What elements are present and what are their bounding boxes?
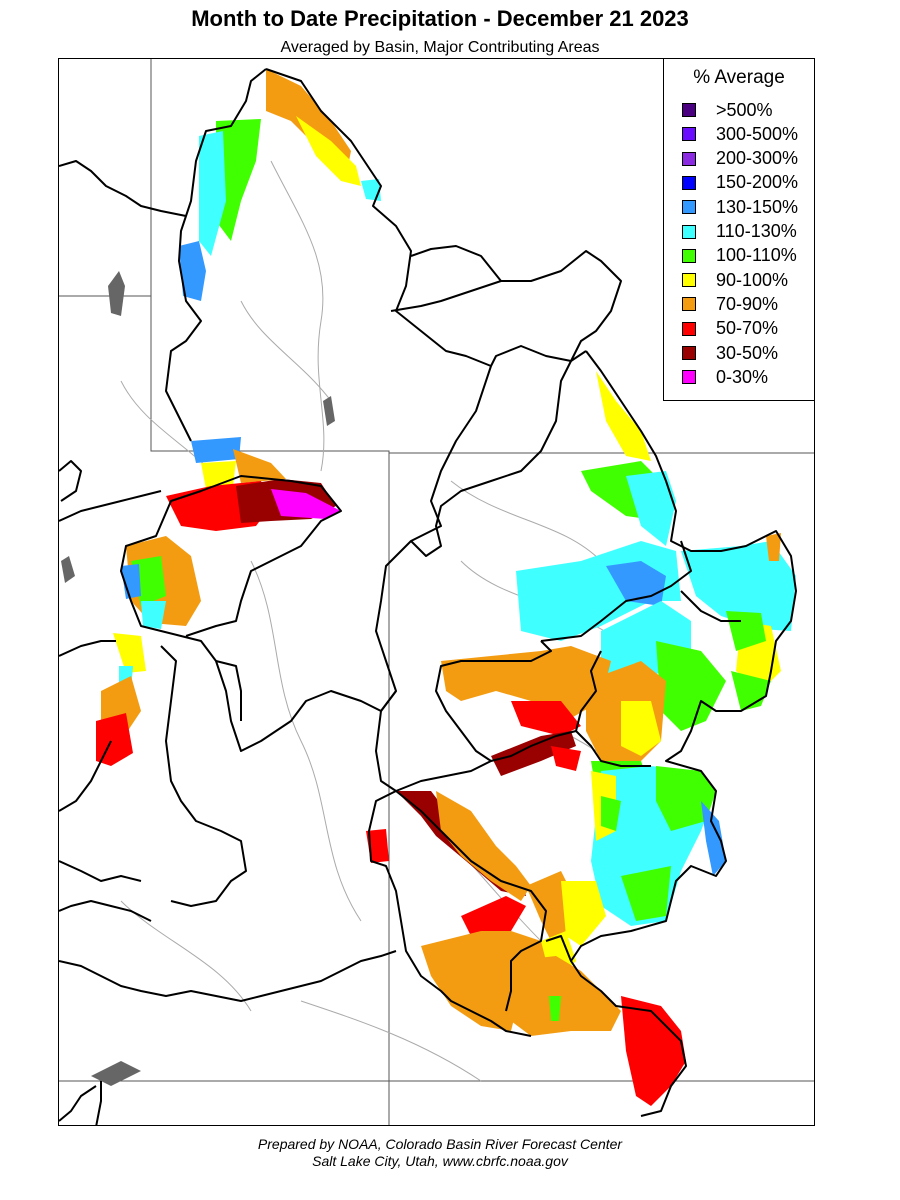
legend-item: 50-70% [682,318,778,340]
legend-swatch [682,370,696,385]
lakes [61,271,335,1086]
legend: % Average >500% 300-500% 200-300% 150-200% 1… [663,58,815,401]
legend-label: >500% [716,99,773,120]
legend-swatch [682,273,696,288]
legend-swatch [682,200,696,215]
state-lines [59,59,814,1125]
legend-item: 0-30% [682,366,768,388]
legend-label: 130-150% [716,196,799,217]
precip-shading [96,69,796,1106]
legend-swatch [682,151,696,166]
legend-label: 100-110% [716,245,797,266]
legend-title: % Average [693,67,785,88]
legend-swatch [682,175,696,190]
legend-label: 0-30% [716,366,769,387]
legend-swatch [682,321,696,336]
legend-label: 30-50% [716,342,779,363]
map-title: Month to Date Precipitation - December 2… [191,6,689,31]
legend-swatch [682,248,696,263]
legend-label: 200-300% [716,148,799,169]
legend-label: 300-500% [716,123,799,144]
legend-item: 200-300% [682,148,798,170]
legend-item: 150-200% [682,172,798,194]
legend-item: 300-500% [682,123,798,145]
legend-swatch [682,297,696,312]
credits-line-1: Prepared by NOAA, Colorado Basin River F… [257,1136,623,1152]
legend-label: 90-100% [716,269,789,290]
legend-item: 110-130% [682,221,797,243]
credits: Prepared by NOAA, Colorado Basin River F… [0,1136,880,1170]
map-subtitle: Averaged by Basin, Major Contributing Ar… [280,39,600,56]
legend-item: 70-90% [682,293,778,315]
legend-item: 130-150% [682,196,798,218]
map-canvas [59,59,814,1125]
credits-line-2: Salt Lake City, Utah, www.cbrfc.noaa.gov [312,1153,568,1169]
legend-item: 100-110% [682,245,797,267]
legend-label: 50-70% [716,318,779,339]
legend-label: 70-90% [716,293,779,314]
legend-swatch [682,103,696,117]
legend-item: 90-100% [682,269,788,291]
legend-item: 30-50% [682,342,778,364]
legend-item: >500% [682,99,773,121]
basin-boundaries [59,68,797,1125]
legend-swatch [682,346,696,360]
legend-swatch [682,127,696,142]
legend-swatch [682,224,696,239]
legend-label: 110-130% [716,221,797,241]
legend-label: 150-200% [716,172,799,193]
